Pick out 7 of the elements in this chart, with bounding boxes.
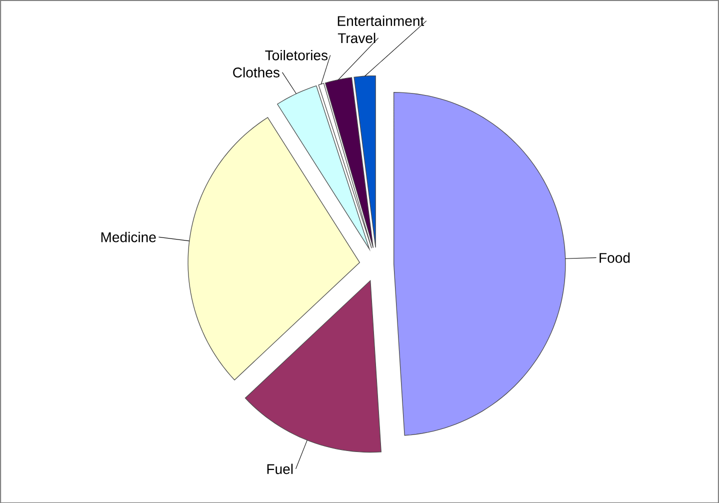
- slice-label: Medicine: [101, 232, 156, 242]
- slice-label: Travel: [338, 32, 376, 43]
- slice-label: Toiletories: [265, 50, 328, 60]
- slice-label: Clothes: [233, 66, 280, 78]
- slice-label: Fuel: [267, 464, 293, 474]
- slice-label: Food: [600, 252, 630, 263]
- slice-label: Entertainment: [338, 15, 424, 26]
